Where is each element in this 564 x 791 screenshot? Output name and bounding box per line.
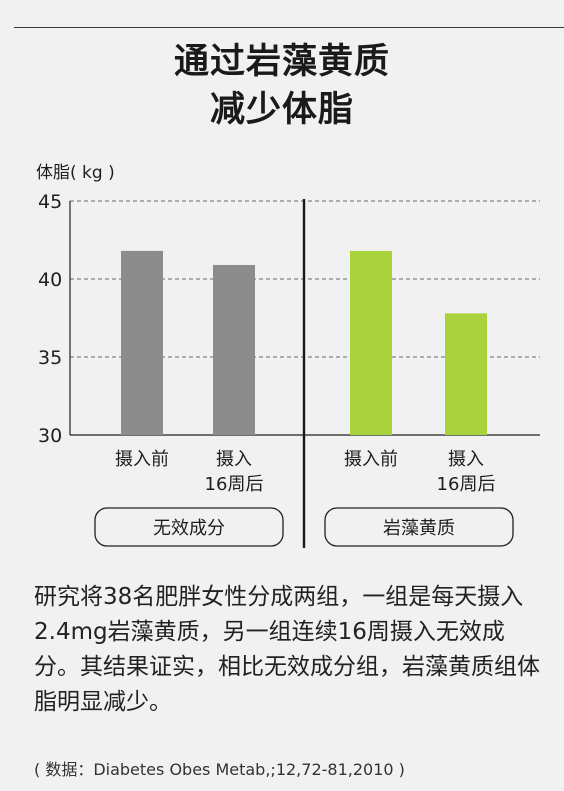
x-tick-label: 16周后 (205, 474, 264, 495)
x-tick-label: 16周后 (437, 474, 496, 495)
y-tick-label: 35 (38, 347, 62, 369)
top-rule (14, 27, 564, 28)
x-tick-label: 摄入 (448, 449, 484, 470)
bar (445, 313, 487, 435)
x-tick-label: 摄入 (216, 449, 252, 470)
source-note: ( 数据：Diabetes Obes Metab,;12,72-81,2010 … (34, 760, 405, 779)
bar (350, 250, 392, 435)
group-label-box (94, 507, 284, 547)
caption: 研究将38名肥胖女性分成两组，一组是每天摄入2.4mg岩藻黄质，另一组连续16周… (34, 584, 540, 715)
y-tick-label: 30 (38, 425, 62, 447)
x-tick-label: 摄入前 (115, 449, 169, 470)
y-tick-label: 40 (38, 269, 62, 291)
y-axis-label: 体脂( kg ) (36, 163, 115, 183)
group-label-box (324, 507, 514, 547)
title-line-1: 通过岩藻黄质 (173, 42, 390, 82)
title-line-2: 减少体脂 (209, 90, 354, 130)
bar (121, 250, 163, 435)
y-tick-label: 45 (38, 191, 62, 213)
bar (213, 264, 255, 435)
group-label: 岩藻黄质 (383, 518, 455, 539)
x-tick-label: 摄入前 (344, 449, 398, 470)
group-label: 无效成分 (153, 518, 225, 539)
chart-title: 通过岩藻黄质 减少体脂 (0, 38, 564, 134)
